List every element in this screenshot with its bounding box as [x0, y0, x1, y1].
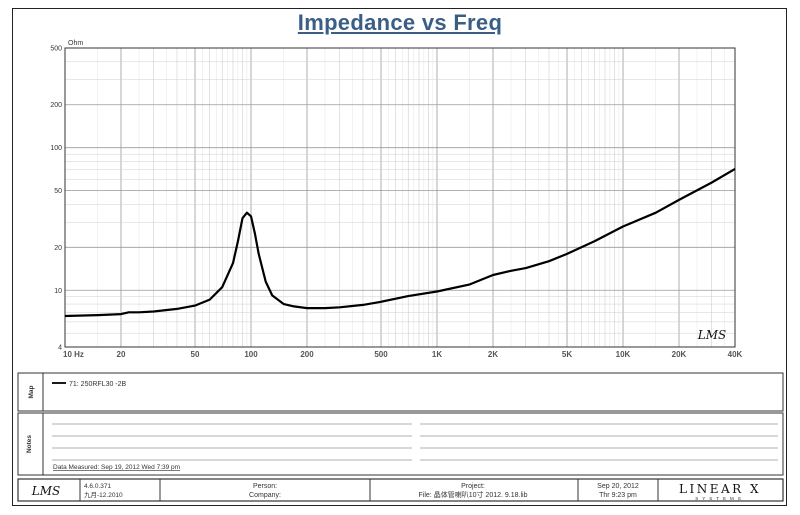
person-label: Person: — [253, 483, 277, 490]
footer-panel — [17, 478, 784, 502]
plot-area — [65, 48, 735, 347]
series-line — [64, 167, 736, 318]
date-measured: Data Measured: Sep 19, 2012 Wed 7:39 pm — [53, 464, 180, 471]
x-tick-label: 5K — [562, 350, 572, 359]
footer-time: Thr 9:23 pm — [599, 492, 637, 499]
company-label: Company: — [249, 492, 281, 499]
brand-sub: SYSTEMS — [695, 496, 745, 501]
y-tick-label: 10 — [54, 288, 62, 295]
map-panel — [17, 372, 784, 412]
project-label: Project: — [461, 483, 485, 490]
lms-plot-watermark: LMS — [697, 328, 726, 342]
x-tick-label: 10K — [616, 350, 631, 359]
x-tick-label: 20 — [117, 350, 126, 359]
legend-label: 71: 250RFL30 -2B — [69, 381, 127, 388]
y-tick-label: 20 — [54, 245, 62, 252]
y-tick-label: 4 — [58, 345, 62, 352]
x-tick-label: 10 Hz — [63, 350, 84, 359]
y-tick-label: 100 — [50, 145, 62, 152]
x-tick-label: 1K — [432, 350, 442, 359]
notes-panel — [17, 412, 784, 476]
map-label: Map — [28, 385, 35, 398]
x-tick-label: 20K — [672, 350, 687, 359]
y-tick-label: 500 — [50, 46, 62, 53]
y-tick-label: 200 — [50, 102, 62, 109]
page-frame — [12, 8, 787, 506]
file-text: File: 晶体管喇叭10寸 2012. 9.18.lib — [419, 490, 528, 499]
x-tick-label: 100 — [244, 350, 258, 359]
x-tick-label: 2K — [488, 350, 498, 359]
x-tick-label: 500 — [374, 350, 388, 359]
x-tick-label: 40K — [728, 350, 743, 359]
x-tick-label: 200 — [300, 350, 314, 359]
lms-footer-logo: LMS — [31, 484, 60, 498]
chart-title: Impedance vs Freq — [297, 10, 503, 35]
plot-border — [64, 47, 736, 348]
y-axis-label: Ohm — [68, 40, 83, 47]
footer-date: Sep 20, 2012 — [597, 483, 639, 490]
notes-label: Notes — [26, 435, 33, 453]
x-tick-label: 50 — [191, 350, 200, 359]
version-date: 九月-12.2010 — [84, 490, 123, 499]
version-text: 4.6.0.371 — [84, 483, 111, 490]
y-tick-label: 50 — [54, 188, 62, 195]
brand-logo: LINEAR X — [679, 482, 761, 496]
